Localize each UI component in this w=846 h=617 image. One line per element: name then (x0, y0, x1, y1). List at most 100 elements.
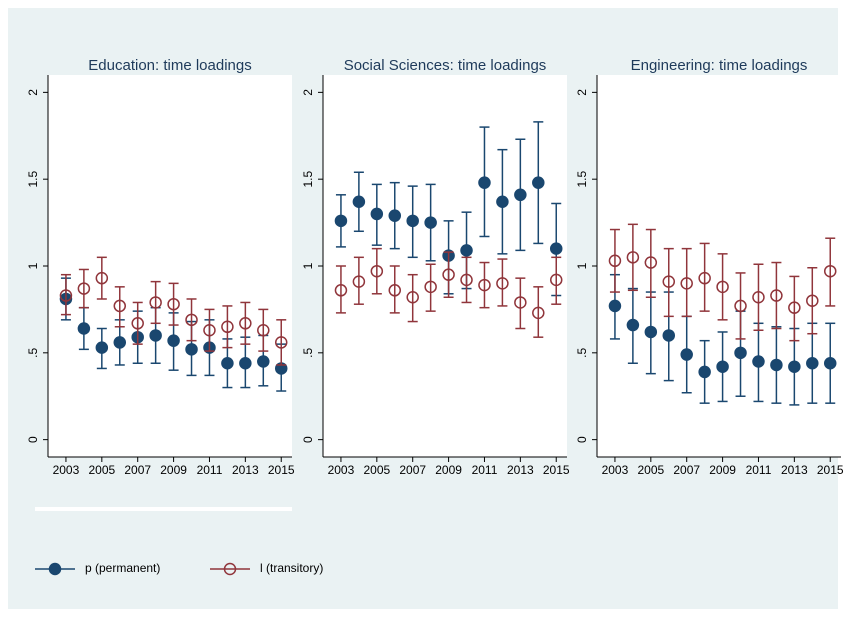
marker (185, 313, 198, 327)
panel-title: Social Sciences: time loadings (344, 57, 547, 74)
marker (59, 289, 73, 302)
legend-label: l (transitory) (260, 561, 323, 575)
x-tick-label: 2015 (543, 463, 570, 477)
y-tick-label: 2 (301, 89, 315, 96)
marker (626, 251, 640, 264)
marker (662, 329, 676, 342)
marker (113, 336, 127, 349)
marker (626, 318, 640, 332)
marker (496, 277, 509, 290)
marker (716, 280, 729, 294)
marker (352, 195, 366, 209)
marker (698, 365, 711, 379)
marker (239, 317, 252, 330)
marker (167, 297, 180, 311)
x-tick-label: 2009 (435, 463, 462, 477)
legend-marker (48, 562, 62, 576)
marker (644, 256, 658, 269)
marker (549, 273, 563, 287)
marker (203, 323, 216, 337)
panel-title: Education: time loadings (88, 57, 251, 74)
y-tick-label: .5 (575, 347, 589, 357)
marker (257, 355, 270, 368)
marker (752, 291, 765, 304)
marker (370, 264, 384, 278)
marker (77, 322, 91, 335)
y-tick-label: 0 (26, 436, 40, 443)
marker (149, 329, 162, 342)
x-tick-label: 2003 (53, 463, 80, 477)
x-tick-label: 2013 (781, 463, 808, 477)
marker (221, 320, 234, 334)
marker (167, 334, 180, 347)
marker (131, 317, 144, 330)
y-tick-label: 0 (301, 436, 315, 443)
marker (274, 336, 288, 349)
marker (770, 358, 783, 372)
x-tick-label: 2011 (746, 463, 772, 477)
marker (221, 356, 234, 370)
marker (698, 271, 711, 285)
marker (514, 296, 527, 309)
marker (770, 289, 783, 302)
y-tick-label: 1 (575, 262, 589, 269)
x-tick-label: 2005 (363, 463, 390, 477)
x-tick-label: 2011 (197, 463, 223, 477)
y-tick-label: 1.5 (575, 171, 589, 188)
marker (478, 176, 491, 189)
marker (788, 360, 801, 373)
y-tick-label: .5 (301, 347, 315, 357)
marker (608, 299, 622, 313)
y-tick-label: 2 (575, 89, 589, 96)
y-tick-label: 1.5 (26, 171, 40, 188)
y-tick-label: 1 (26, 262, 40, 269)
marker (644, 325, 658, 339)
marker (680, 348, 693, 361)
marker (496, 195, 509, 209)
plot-area (323, 75, 567, 457)
marker (77, 282, 91, 295)
x-tick-label: 2013 (232, 463, 259, 477)
marker (113, 299, 127, 313)
marker (257, 323, 270, 337)
legend-marker (223, 562, 237, 576)
marker (406, 291, 419, 304)
marker (806, 294, 819, 307)
marker (406, 214, 419, 228)
x-tick-label: 2015 (817, 463, 844, 477)
marker (424, 216, 437, 229)
marker (734, 346, 747, 360)
plot-area (597, 75, 841, 457)
marker (549, 242, 563, 255)
marker (514, 188, 527, 202)
marker (370, 207, 384, 221)
marker (806, 356, 819, 370)
x-tick-label: 2015 (268, 463, 295, 477)
x-tick-label: 2007 (673, 463, 700, 477)
marker (752, 355, 765, 368)
marker (388, 209, 402, 222)
x-tick-label: 2007 (124, 463, 151, 477)
x-tick-label: 2011 (472, 463, 498, 477)
marker (460, 273, 473, 287)
marker (95, 341, 109, 354)
marker (334, 284, 348, 297)
y-tick-label: 1 (301, 262, 315, 269)
marker (823, 356, 837, 370)
marker (532, 306, 545, 320)
marker (662, 275, 676, 288)
marker (424, 280, 437, 294)
y-tick-label: .5 (26, 347, 40, 357)
marker (95, 271, 109, 285)
plot-area (48, 75, 292, 457)
x-tick-label: 2003 (602, 463, 629, 477)
marker (716, 360, 729, 373)
marker (680, 277, 693, 290)
marker (460, 244, 473, 257)
marker (442, 268, 455, 281)
y-tick-label: 1.5 (301, 171, 315, 188)
x-tick-label: 2005 (88, 463, 115, 477)
marker (334, 214, 348, 228)
